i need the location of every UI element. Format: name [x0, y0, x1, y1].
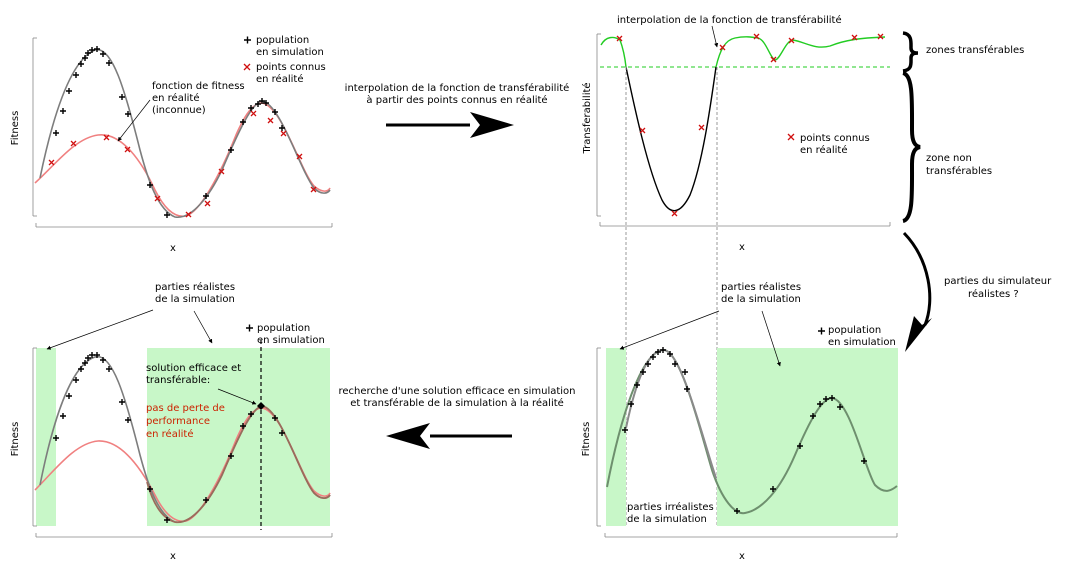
non-transferable-curve: [625, 66, 717, 212]
zone-transferable-label: zones transférables: [926, 44, 1024, 56]
arrow-top-label-1: interpolation de la fonction de transfér…: [345, 82, 570, 94]
reality-fitness-curve: [34, 102, 331, 218]
arrow-bottom-label-1: recherche d'une solution efficace en sim…: [338, 386, 575, 397]
brace-transferable: [902, 31, 919, 73]
realistic-label-2: de la simulation: [721, 294, 801, 305]
realistic-label-1: parties réalistes: [155, 281, 235, 293]
transferable-curve-right: [715, 36, 886, 68]
arrow-bottom: recherche d'une solution efficace en sim…: [338, 386, 576, 449]
population-markers: [53, 46, 285, 218]
x-axis-label: x: [170, 243, 176, 254]
unrealistic-label-1: parties irréalistes: [627, 501, 714, 513]
panel-bottom-right: Fitness x: [581, 281, 898, 562]
arrow-right: parties du simulateur réalistes ?: [902, 231, 1052, 352]
legend-population-2: en simulation: [257, 335, 325, 346]
legend-population-2: en simulation: [256, 47, 324, 58]
annotation-fitness-3: (inconnue): [152, 105, 206, 116]
panel-title: interpolation de la fonction de transfér…: [617, 14, 842, 26]
solution-label-2: transférable:: [146, 374, 210, 386]
realistic-zone-right: [717, 348, 898, 526]
arrow-bottom-label-2: et transférable de la simulation à la ré…: [350, 397, 564, 409]
x-axis-label: x: [739, 242, 745, 253]
annotation-fitness-1: fonction de fitness: [152, 81, 245, 92]
solution-label-1: solution efficace et: [146, 363, 241, 374]
arrow-top-label-2: à partir des points connus en réalité: [366, 94, 547, 106]
realistic-zone-left: [36, 348, 56, 526]
solution-marker: [257, 402, 265, 410]
reality-point-markers: [616, 33, 884, 217]
zone-non-transferable-1: zone non: [926, 153, 972, 164]
legend-population-1: population: [828, 325, 881, 336]
legend-points-1: points connus: [800, 133, 870, 144]
realistic-zone-left: [606, 348, 626, 526]
panel-top-left: Fitness x: [10, 35, 333, 254]
legend-population-1: population: [257, 323, 310, 334]
no-loss-label-1: pas de perte de: [146, 403, 225, 414]
legend-points-1: points connus: [256, 62, 326, 73]
reality-point-markers: [48, 110, 317, 218]
legend-population-1: population: [256, 35, 309, 46]
panel-top-right: Transferabilité x interpolation de la fo…: [581, 14, 1024, 253]
annotation-fitness-2: en réalité: [152, 92, 199, 104]
population-markers: [53, 352, 285, 523]
realistic-label-1: parties réalistes: [721, 281, 801, 293]
y-axis-label: Fitness: [10, 111, 21, 146]
legend-points-2: en réalité: [800, 144, 847, 156]
x-axis-label: x: [739, 551, 745, 562]
x-axis-label: x: [170, 551, 176, 562]
legend-points-2: en réalité: [256, 73, 303, 85]
no-loss-label-2: performance: [146, 416, 210, 427]
y-axis-label: Fitness: [581, 422, 592, 457]
transferable-curve-left: [600, 36, 627, 68]
population-markers: [622, 347, 867, 514]
arrow-right-label-2: réalistes ?: [968, 288, 1019, 300]
brace-non-transferable: [902, 71, 921, 223]
panel-bottom-left: Fitness x: [10, 281, 333, 562]
arrow-top: interpolation de la fonction de transfér…: [345, 82, 570, 138]
y-axis-label: Fitness: [10, 422, 21, 457]
legend-population-2: en simulation: [828, 337, 896, 348]
unrealistic-label-2: de la simulation: [627, 514, 707, 525]
zone-non-transferable-2: transférables: [926, 165, 992, 177]
realistic-label-2: de la simulation: [155, 294, 235, 305]
y-axis-label: Transferabilité: [581, 82, 593, 154]
no-loss-label-3: en réalité: [146, 428, 193, 440]
arrow-right-label-1: parties du simulateur: [944, 276, 1052, 287]
